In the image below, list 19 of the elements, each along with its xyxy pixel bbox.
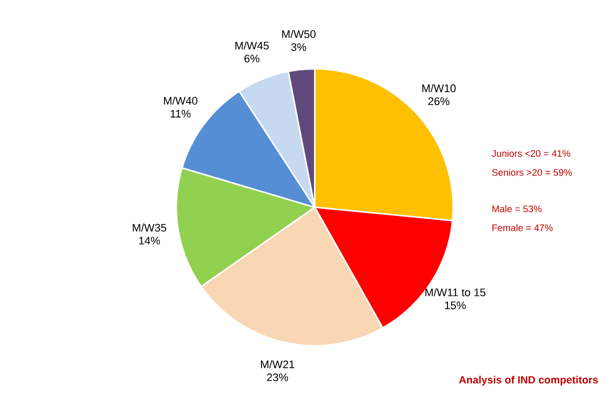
data-label: 26% xyxy=(428,97,450,106)
text: Male = 53% xyxy=(492,205,542,212)
text: Female = 47% xyxy=(492,224,553,232)
slice-label: M/W35 xyxy=(132,224,166,232)
data-label: 3% xyxy=(291,43,306,51)
data-label: 14% xyxy=(139,236,160,244)
text: Juniors <20 = 41% xyxy=(492,150,570,157)
text: Seniors >20 = 59% xyxy=(492,168,572,176)
data-label: 15% xyxy=(445,302,466,310)
data-label: 6% xyxy=(244,54,260,62)
text: Analysis of IND competitors xyxy=(459,376,598,386)
data-label: 11% xyxy=(170,110,191,118)
slice-label: M/W10 xyxy=(422,84,456,92)
slice-label: M/W40 xyxy=(164,96,198,105)
slice-label: M/W45 xyxy=(235,41,269,50)
slice-label: M/W50 xyxy=(282,30,316,38)
slice-label: M/W11 to 15 xyxy=(425,288,486,296)
slice-label: M/W21 xyxy=(261,360,294,368)
data-label: 23% xyxy=(267,373,288,382)
